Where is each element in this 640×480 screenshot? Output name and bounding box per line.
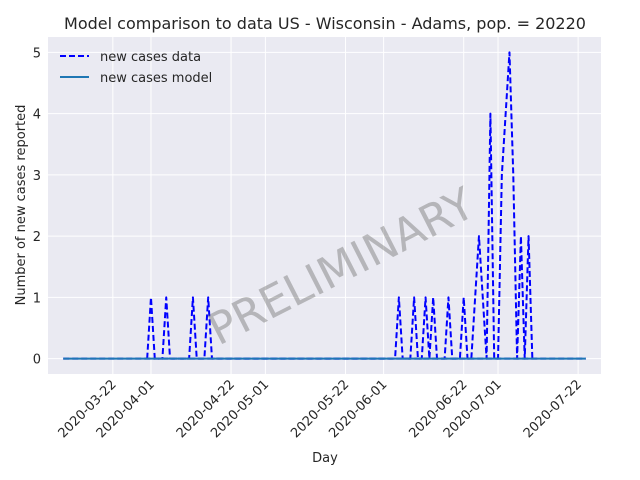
x-axis-label: Day (312, 451, 338, 466)
legend-data-label: new cases data (100, 50, 201, 65)
chart-title: Model comparison to data US - Wisconsin … (64, 14, 586, 33)
series-layer (63, 51, 586, 360)
grid (48, 37, 601, 374)
legend-model-label: new cases model (100, 71, 212, 86)
y-axis-label: Number of new cases reported (14, 105, 29, 306)
y-tick-label: 3 (33, 169, 41, 184)
plot-area (48, 37, 601, 374)
y-tick-label: 5 (33, 46, 41, 61)
legend: new cases data new cases model (60, 50, 212, 86)
y-tick-label: 1 (33, 291, 41, 306)
y-tick-label: 4 (33, 108, 41, 123)
y-tick-label: 0 (33, 353, 41, 368)
y-tick-label: 2 (33, 230, 41, 245)
new-cases-data-line (146, 51, 534, 360)
